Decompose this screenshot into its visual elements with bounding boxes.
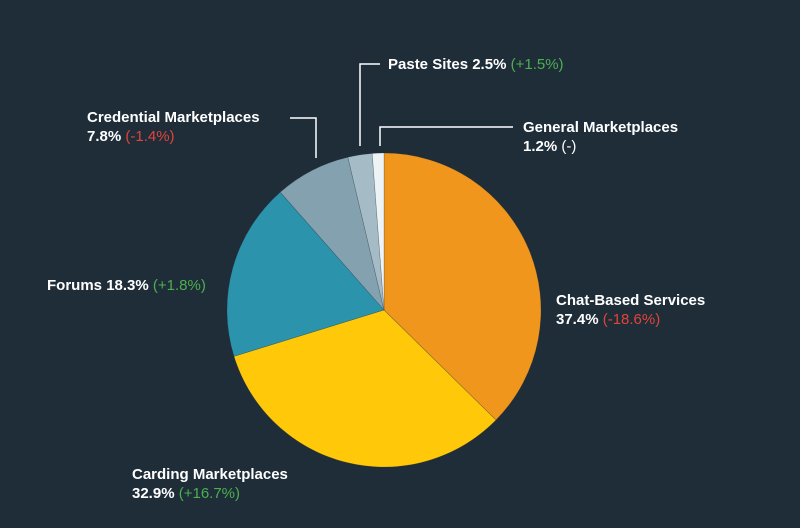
label-general-marketplaces: General Marketplaces 1.2% (-) <box>523 118 678 156</box>
label-chat-based-services: Chat-Based Services 37.4% (-18.6%) <box>556 291 705 329</box>
pie-slice-paste-sites <box>347 153 385 311</box>
pie-slice-credential-marketplaces <box>279 156 385 311</box>
leader-line-credential-marketplaces <box>290 117 317 158</box>
label-change: (+1.8%) <box>152 277 206 294</box>
label-change: (-) <box>561 138 577 155</box>
label-value: 7.8% <box>87 128 122 145</box>
label-paste-sites: Paste Sites 2.5% (+1.5%) <box>388 55 564 74</box>
pie-slice-general-marketplaces <box>371 152 385 311</box>
label-value: 1.2% <box>523 138 558 155</box>
label-value: 32.9% <box>132 485 175 502</box>
label-credential-marketplaces: Credential Marketplaces 7.8% (-1.4%) <box>87 108 260 146</box>
label-name: Forums <box>47 277 103 294</box>
label-value: 18.3% <box>106 277 149 294</box>
leader-line-general-marketplaces <box>379 126 513 146</box>
label-name: Credential Marketplaces <box>87 109 260 126</box>
label-value: 2.5% <box>472 56 507 73</box>
label-name: Paste Sites <box>388 56 469 73</box>
pie-slice-chat-based-services <box>383 152 542 421</box>
label-value: 37.4% <box>556 311 599 328</box>
label-forums: Forums 18.3% (+1.8%) <box>47 276 206 295</box>
leader-line-paste-sites <box>359 63 380 146</box>
pie-slice-carding-marketplaces <box>233 309 497 468</box>
pie-slice-forums <box>226 191 385 357</box>
label-name: Chat-Based Services <box>556 292 706 309</box>
label-change: (+16.7%) <box>178 485 241 502</box>
label-name: Carding Marketplaces <box>132 466 288 483</box>
label-name: General Marketplaces <box>523 119 679 136</box>
label-change: (-1.4%) <box>125 128 175 145</box>
label-change: (+1.5%) <box>510 56 564 73</box>
label-carding-marketplaces: Carding Marketplaces 32.9% (+16.7%) <box>132 465 288 503</box>
label-change: (-18.6%) <box>602 311 661 328</box>
